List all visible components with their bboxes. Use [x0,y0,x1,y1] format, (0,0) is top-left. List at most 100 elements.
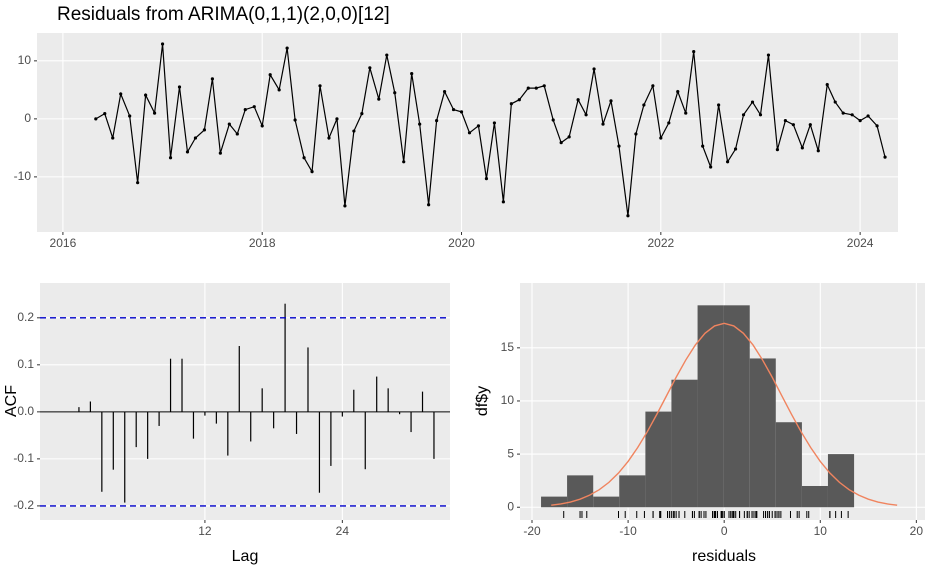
data-point [94,117,98,121]
data-point [626,214,630,218]
data-point [160,42,165,46]
x-axis-title: residuals [692,548,756,565]
data-point [808,123,812,127]
data-point [791,123,795,127]
data-point [800,146,804,150]
data-point [459,110,464,114]
y-tick-label: -10 [14,169,32,183]
data-point [741,113,746,117]
data-point [293,118,297,122]
data-point [667,121,671,125]
data-point [733,147,738,151]
data-point [551,118,555,122]
y-tick-label: -0.1 [13,451,34,465]
x-tick-label: 10 [814,524,828,538]
data-point [310,170,314,174]
data-point [352,129,356,133]
data-point [584,113,588,117]
data-point [642,103,646,107]
data-point [866,114,870,118]
y-tick-label: 10 [18,53,32,67]
y-tick-label: 0.2 [17,310,34,324]
data-point [442,89,447,94]
density-curve [551,322,898,506]
data-point [717,103,721,107]
y-axis-title: df$y [474,386,491,416]
data-point [634,132,638,136]
data-point [210,77,214,81]
data-point [692,49,696,54]
histogram-bar [775,422,802,508]
data-point [193,136,198,140]
data-point [492,121,497,125]
data-point [709,165,713,169]
plot-background [40,283,450,520]
x-tick-label: 2016 [50,236,77,250]
x-tick-label: -20 [523,524,541,538]
data-point [227,122,231,126]
y-tick-label: -0.2 [13,498,34,512]
data-point [725,160,730,164]
x-tick-label: 20 [910,524,924,538]
data-point [302,156,306,160]
data-point [144,93,148,97]
data-point [467,131,472,135]
data-point [684,111,688,115]
plot-background [37,33,898,232]
data-point [385,53,389,57]
data-point [327,136,331,140]
data-point [766,53,771,57]
data-point [850,113,854,117]
data-point [393,91,397,95]
data-point [136,181,140,185]
data-point [119,92,123,96]
data-point [111,136,115,140]
data-point [509,102,513,106]
histogram-bar [593,496,620,508]
y-tick-label: 15 [501,340,515,354]
data-point [103,112,107,116]
x-tick-label: 24 [336,524,350,538]
data-point [526,86,530,90]
data-point [427,203,431,207]
data-point [360,112,364,116]
data-point [410,72,414,76]
y-tick-label: 0 [24,111,31,125]
data-point [701,144,705,148]
histogram-bar [671,379,698,508]
histogram-bar [645,411,672,508]
data-point [268,73,272,77]
data-point [576,98,580,102]
series-line [95,43,886,216]
x-tick-label: 2018 [249,236,276,250]
data-point [285,46,289,50]
data-point [775,148,780,152]
data-point [833,100,837,104]
data-point [185,150,190,154]
data-point [816,149,820,153]
y-tick-label: 0.0 [17,404,34,418]
data-point [825,83,829,87]
data-point [168,156,173,160]
data-point [377,97,381,101]
data-point [567,135,571,139]
histogram-bar [697,305,724,508]
data-point [202,128,207,132]
data-point [368,66,372,70]
y-axis-title: ACF [3,385,20,417]
data-point [758,113,763,117]
data-point [260,124,264,128]
data-point [252,105,256,109]
histogram-bar [801,485,828,508]
histogram-bar [827,454,855,508]
x-tick-label: 12 [198,524,212,538]
data-point [152,111,157,115]
data-point [542,84,546,88]
y-tick-label: 0 [507,499,514,513]
data-point [534,86,538,90]
data-point [617,144,621,148]
data-point [501,200,505,204]
data-point [418,122,422,126]
data-point [601,122,605,126]
data-point [659,136,663,140]
